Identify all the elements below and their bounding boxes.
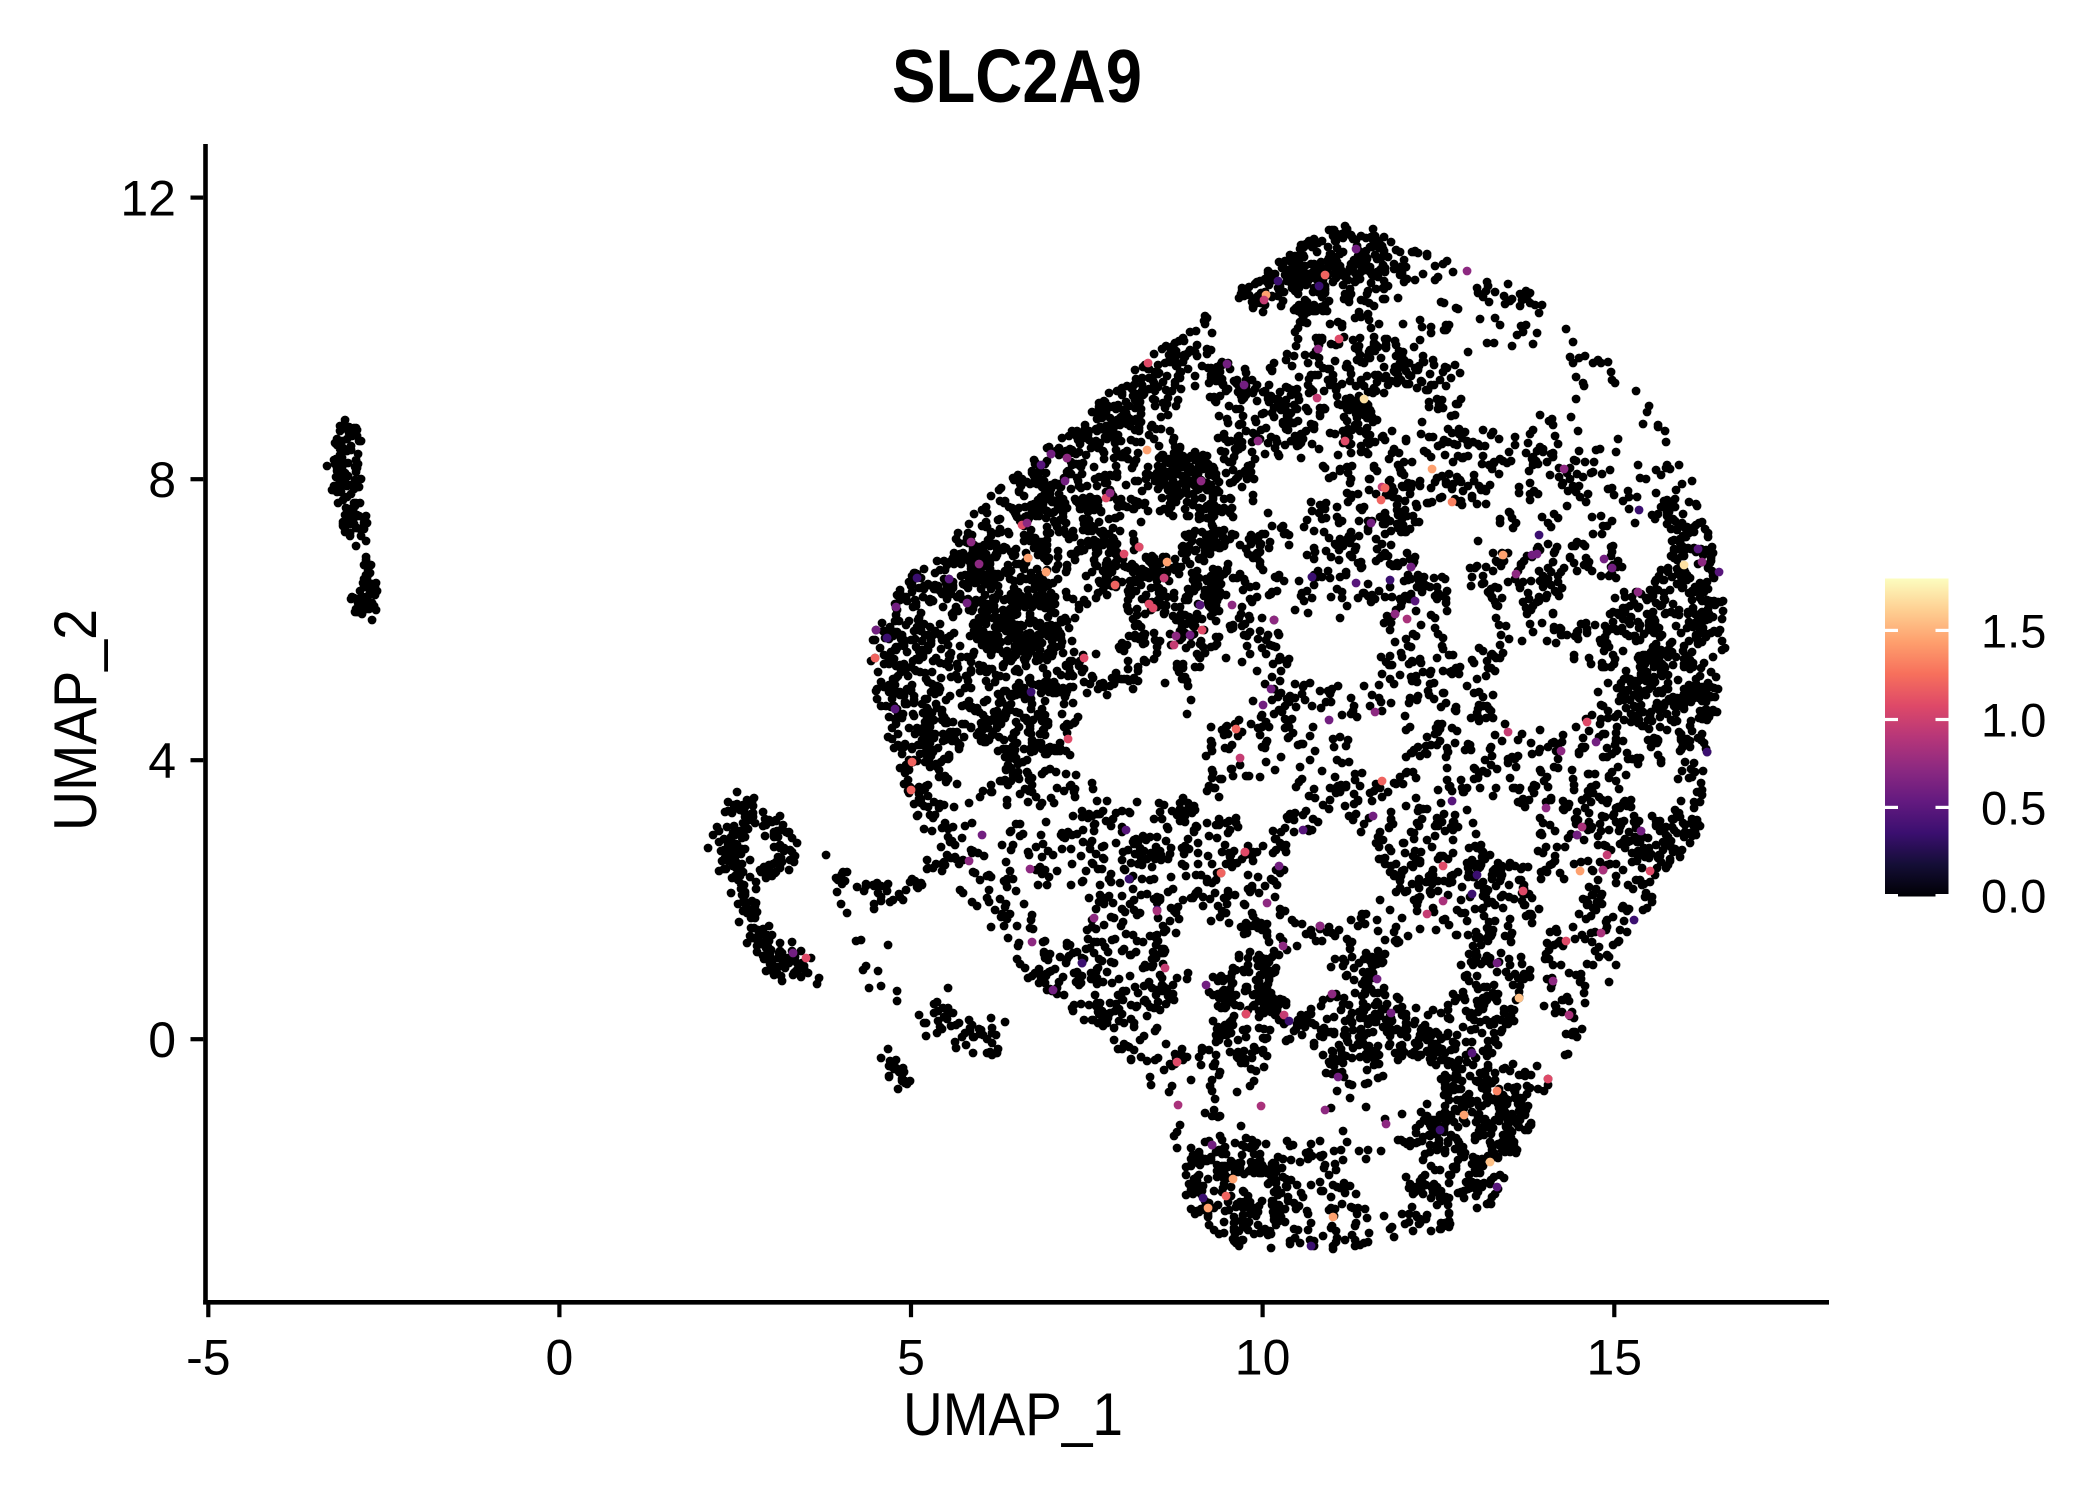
svg-text:12: 12 bbox=[120, 170, 176, 226]
svg-text:10: 10 bbox=[1235, 1330, 1291, 1386]
svg-text:8: 8 bbox=[148, 452, 176, 508]
svg-text:0: 0 bbox=[545, 1330, 573, 1386]
svg-text:1.0: 1.0 bbox=[1981, 694, 2046, 747]
svg-text:15: 15 bbox=[1586, 1330, 1642, 1386]
svg-text:UMAP_2: UMAP_2 bbox=[42, 609, 109, 831]
svg-text:1.5: 1.5 bbox=[1981, 604, 2046, 657]
svg-text:5: 5 bbox=[897, 1330, 925, 1386]
svg-text:SLC2A9: SLC2A9 bbox=[892, 34, 1142, 118]
svg-text:0.0: 0.0 bbox=[1981, 870, 2046, 923]
svg-text:-5: -5 bbox=[186, 1330, 230, 1386]
svg-text:UMAP_1: UMAP_1 bbox=[903, 1381, 1123, 1448]
svg-text:0.5: 0.5 bbox=[1981, 781, 2046, 834]
svg-text:4: 4 bbox=[148, 733, 176, 789]
svg-text:0: 0 bbox=[148, 1012, 176, 1068]
